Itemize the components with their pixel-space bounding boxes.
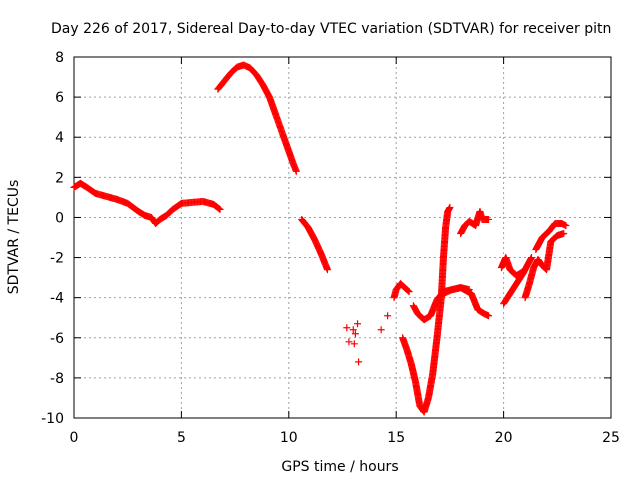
x-tick-label: 20 xyxy=(495,430,513,446)
data-point xyxy=(404,287,412,295)
chart-title: Day 226 of 2017, Sidereal Day-to-day VTE… xyxy=(51,21,611,37)
y-tick-label: -2 xyxy=(50,251,64,267)
x-tick-label: 15 xyxy=(387,430,405,446)
y-tick-label: 8 xyxy=(55,50,64,66)
data-point xyxy=(292,167,300,175)
data-point xyxy=(349,326,357,334)
x-tick-label: 10 xyxy=(280,430,298,446)
axis-ticks: 0 5 10 15 20 25 -10 -8 -6 -4 -2 0 2 4 6 8 xyxy=(41,50,620,446)
y-tick-label: -4 xyxy=(50,291,64,307)
data-point xyxy=(403,286,411,294)
x-tick-label: 0 xyxy=(70,430,79,446)
y-axis-label: SDTVAR / TECUs xyxy=(6,180,22,295)
x-tick-label: 25 xyxy=(602,430,620,446)
y-tick-label: -6 xyxy=(50,331,64,347)
grid-lines xyxy=(74,57,611,418)
data-points xyxy=(70,61,570,416)
data-point xyxy=(345,338,353,346)
data-point xyxy=(343,324,351,332)
data-point xyxy=(405,288,413,296)
data-point xyxy=(354,320,362,328)
data-point xyxy=(350,340,358,348)
x-tick-label: 5 xyxy=(177,430,186,446)
y-tick-label: 4 xyxy=(55,130,64,146)
x-axis-label: GPS time / hours xyxy=(281,459,398,475)
data-point xyxy=(384,312,392,320)
data-point xyxy=(355,358,363,366)
data-point xyxy=(377,326,385,334)
data-point xyxy=(560,229,568,237)
y-tick-label: -8 xyxy=(50,371,64,387)
y-tick-label: 0 xyxy=(55,210,64,226)
data-point xyxy=(215,205,223,213)
plot-frame xyxy=(73,56,612,419)
data-point xyxy=(528,254,536,262)
y-tick-label: -10 xyxy=(41,411,64,427)
data-point xyxy=(562,221,570,229)
y-tick-label: 2 xyxy=(55,170,64,186)
y-tick-label: 6 xyxy=(55,90,64,106)
data-point xyxy=(216,205,224,213)
data-point xyxy=(485,312,493,320)
data-point xyxy=(351,330,359,338)
data-point xyxy=(485,215,493,223)
data-point xyxy=(323,266,331,274)
data-point xyxy=(446,203,454,211)
